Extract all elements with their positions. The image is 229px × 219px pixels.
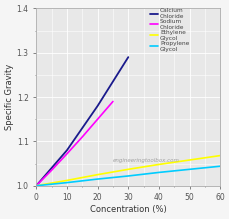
Propylene
Glycol <box>187 168 190 171</box>
Line: Ethylene
Glycol: Ethylene Glycol <box>36 153 229 186</box>
Ethylene
Glycol <box>187 159 190 161</box>
Propylene
Glycol <box>96 178 98 180</box>
Ethylene
Glycol <box>65 179 68 182</box>
Calcium
Chloride <box>81 127 83 129</box>
Calcium
Chloride <box>35 184 38 187</box>
Propylene
Glycol <box>157 171 160 174</box>
Propylene
Glycol <box>218 165 221 168</box>
Ethylene
Glycol <box>35 184 38 187</box>
Sodium
Chloride <box>35 184 38 187</box>
Calcium
Chloride <box>111 80 114 83</box>
Calcium
Chloride <box>96 105 98 107</box>
Line: Sodium
Chloride: Sodium Chloride <box>36 101 112 186</box>
Ethylene
Glycol <box>96 173 98 176</box>
Line: Calcium
Chloride: Calcium Chloride <box>36 57 128 186</box>
Ethylene
Glycol <box>218 154 221 157</box>
Ethylene
Glycol <box>157 163 160 166</box>
Sodium
Chloride <box>111 100 114 103</box>
Line: Propylene
Glycol: Propylene Glycol <box>36 165 229 186</box>
Y-axis label: Specific Gravity: Specific Gravity <box>5 64 14 130</box>
Ethylene
Glycol <box>126 168 129 171</box>
Calcium
Chloride <box>126 56 129 58</box>
Sodium
Chloride <box>81 136 83 138</box>
Text: engineeringtoolbox.com: engineeringtoolbox.com <box>113 158 179 163</box>
Sodium
Chloride <box>65 152 68 155</box>
Calcium
Chloride <box>50 167 53 169</box>
Sodium
Chloride <box>96 118 98 120</box>
Propylene
Glycol <box>65 181 68 184</box>
X-axis label: Concentration (%): Concentration (%) <box>90 205 166 214</box>
Propylene
Glycol <box>126 175 129 177</box>
Propylene
Glycol <box>35 184 38 187</box>
Legend: Calcium
Chloride, Sodium
Chloride, Ethylene
Glycol, Propylene
Glycol: Calcium Chloride, Sodium Chloride, Ethyl… <box>149 8 189 52</box>
Calcium
Chloride <box>65 149 68 152</box>
Sodium
Chloride <box>50 169 53 171</box>
